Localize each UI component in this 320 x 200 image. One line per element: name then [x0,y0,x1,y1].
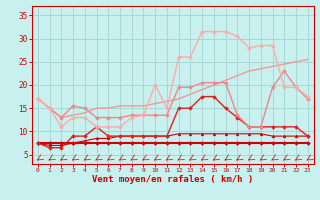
X-axis label: Vent moyen/en rafales ( km/h ): Vent moyen/en rafales ( km/h ) [92,175,253,184]
